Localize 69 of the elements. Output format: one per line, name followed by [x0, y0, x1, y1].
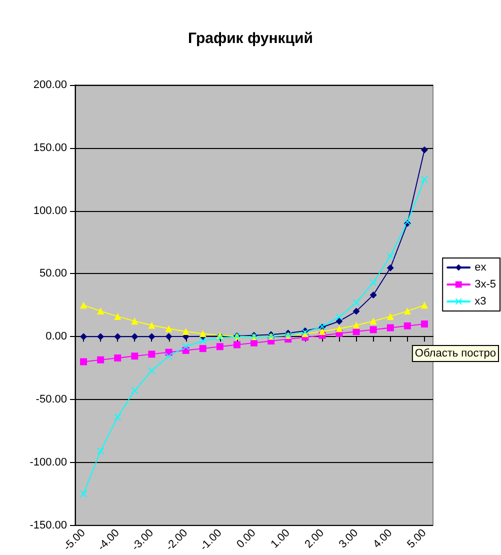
point: [80, 333, 88, 340]
point: [114, 414, 122, 421]
point: [370, 279, 377, 286]
point: [420, 176, 428, 183]
legend-label: ex: [474, 262, 487, 274]
point: [386, 264, 394, 272]
point: [370, 318, 377, 325]
point: [216, 343, 224, 350]
point: [386, 324, 394, 332]
point: [97, 448, 104, 455]
point: [131, 333, 138, 340]
legend-label: x3: [474, 296, 486, 308]
point: [420, 320, 428, 328]
point: [404, 308, 411, 315]
point: [148, 333, 156, 340]
point: [148, 322, 156, 329]
point: [97, 356, 104, 364]
point: [336, 318, 343, 325]
point: [386, 252, 394, 260]
point: [148, 367, 156, 374]
point: [386, 312, 394, 320]
point: [131, 352, 138, 360]
point: [131, 387, 138, 394]
y-tick-label: 200.00: [33, 79, 67, 91]
point: [336, 325, 343, 332]
point: [114, 333, 122, 340]
legend-label: 3x-5: [474, 278, 496, 290]
y-tick-label: 50.00: [39, 268, 67, 280]
point: [404, 322, 411, 330]
point: [250, 339, 258, 346]
point: [97, 308, 104, 315]
y-tick-label: -150.00: [30, 519, 67, 532]
x-tick-label: 4.00: [371, 527, 395, 551]
point: [165, 352, 172, 360]
point: [165, 325, 172, 332]
point: [199, 345, 206, 352]
point: [199, 337, 206, 344]
y-tick-label: 0.00: [46, 330, 67, 343]
x-tick-label: 0.00: [234, 527, 258, 551]
point: [420, 146, 428, 154]
point: [199, 330, 206, 338]
chart-title: График функций: [188, 30, 313, 47]
point: [80, 358, 88, 366]
point: [97, 333, 104, 340]
point: [318, 328, 326, 336]
point: [370, 326, 377, 334]
point: [182, 343, 190, 350]
annotation: Область постро: [414, 348, 496, 360]
point: [165, 332, 172, 340]
y-tick-label: 100.00: [33, 204, 67, 217]
point: [370, 291, 377, 298]
point: [114, 312, 122, 320]
x-tick-label: 3.00: [336, 527, 361, 551]
point: [114, 354, 122, 362]
point: [352, 308, 360, 315]
y-tick-label: 150.00: [33, 142, 67, 154]
y-tick-label: -50.00: [36, 393, 67, 406]
point: [352, 299, 360, 306]
x-tick-label: 5.00: [405, 527, 429, 551]
point: [80, 302, 88, 309]
point: [131, 318, 138, 325]
point: [352, 322, 360, 329]
point: [336, 313, 343, 320]
point: [233, 341, 240, 348]
y-tick-label: -100.00: [30, 456, 67, 468]
point: [148, 350, 156, 358]
point: [420, 302, 428, 309]
point: [182, 328, 190, 336]
point: [80, 490, 88, 498]
